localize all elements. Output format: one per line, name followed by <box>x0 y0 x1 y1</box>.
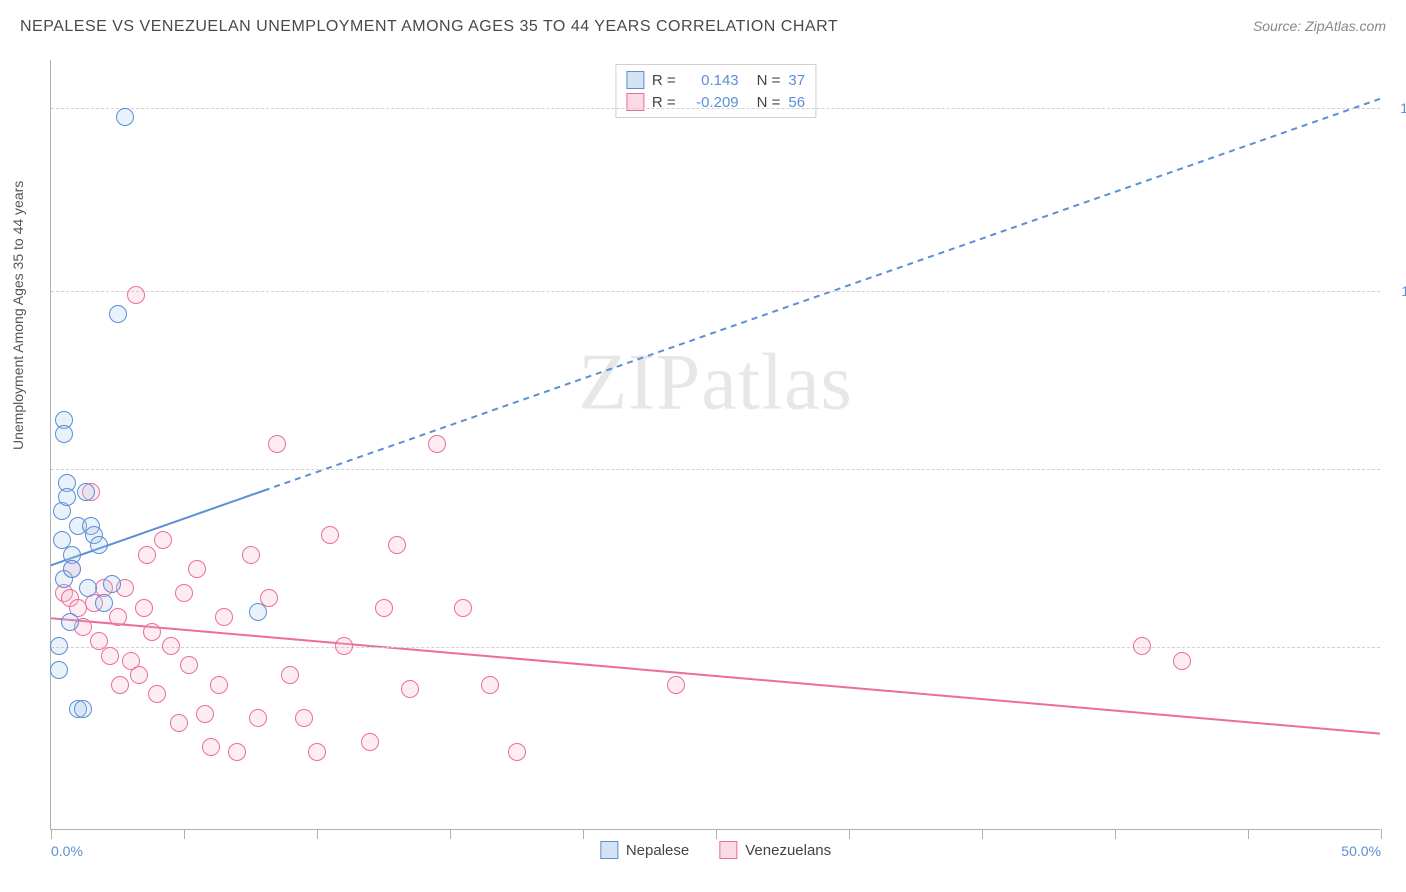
data-point <box>281 666 299 684</box>
data-point <box>180 656 198 674</box>
data-point <box>388 536 406 554</box>
x-tick <box>716 829 717 839</box>
x-tick <box>51 829 52 839</box>
data-point <box>249 709 267 727</box>
data-point <box>55 425 73 443</box>
data-point <box>361 733 379 751</box>
x-tick <box>583 829 584 839</box>
data-point <box>116 108 134 126</box>
data-point <box>215 608 233 626</box>
data-point <box>74 700 92 718</box>
data-point <box>268 435 286 453</box>
x-tick-label: 0.0% <box>51 843 83 859</box>
y-tick-label: 11.2% <box>1401 283 1406 299</box>
scatter-plot: ZIPatlas R = 0.143 N = 37 R = -0.209 N =… <box>50 60 1380 830</box>
data-point <box>79 579 97 597</box>
data-point <box>667 676 685 694</box>
data-point <box>58 488 76 506</box>
data-point <box>111 676 129 694</box>
data-point <box>90 536 108 554</box>
legend-row-venezuelans: R = -0.209 N = 56 <box>626 91 805 113</box>
data-point <box>196 705 214 723</box>
gridline <box>51 291 1380 292</box>
data-point <box>103 575 121 593</box>
x-tick <box>317 829 318 839</box>
gridline <box>51 647 1380 648</box>
x-tick <box>450 829 451 839</box>
data-point <box>242 546 260 564</box>
data-point <box>170 714 188 732</box>
data-point <box>401 680 419 698</box>
y-axis-label: Unemployment Among Ages 35 to 44 years <box>10 181 26 450</box>
swatch-icon <box>626 71 644 89</box>
n-value: 37 <box>788 72 805 89</box>
data-point <box>210 676 228 694</box>
x-tick-label: 50.0% <box>1341 843 1381 859</box>
data-point <box>249 603 267 621</box>
data-point <box>143 623 161 641</box>
data-point <box>95 594 113 612</box>
swatch-icon <box>600 841 618 859</box>
data-point <box>308 743 326 761</box>
x-tick <box>849 829 850 839</box>
data-point <box>138 546 156 564</box>
data-point <box>109 305 127 323</box>
x-tick <box>1381 829 1382 839</box>
data-point <box>61 613 79 631</box>
gridline <box>51 469 1380 470</box>
data-point <box>508 743 526 761</box>
chart-title: NEPALESE VS VENEZUELAN UNEMPLOYMENT AMON… <box>20 18 838 36</box>
legend-item-venezuelans: Venezuelans <box>719 841 831 859</box>
data-point <box>50 637 68 655</box>
x-tick <box>1248 829 1249 839</box>
trend-line-dashed <box>264 99 1380 491</box>
data-point <box>321 526 339 544</box>
gridline <box>51 108 1380 109</box>
data-point <box>428 435 446 453</box>
data-point <box>454 599 472 617</box>
data-point <box>63 560 81 578</box>
data-point <box>101 647 119 665</box>
data-point <box>481 676 499 694</box>
data-point <box>162 637 180 655</box>
x-tick <box>982 829 983 839</box>
legend-row-nepalese: R = 0.143 N = 37 <box>626 69 805 91</box>
data-point <box>77 483 95 501</box>
data-point <box>228 743 246 761</box>
data-point <box>50 661 68 679</box>
r-value: 0.143 <box>684 72 739 89</box>
data-point <box>148 685 166 703</box>
data-point <box>375 599 393 617</box>
data-point <box>154 531 172 549</box>
series-legend: Nepalese Venezuelans <box>600 841 831 859</box>
data-point <box>202 738 220 756</box>
data-point <box>1133 637 1151 655</box>
x-tick <box>184 829 185 839</box>
correlation-legend: R = 0.143 N = 37 R = -0.209 N = 56 <box>615 64 816 118</box>
data-point <box>175 584 193 602</box>
source-label: Source: ZipAtlas.com <box>1253 18 1386 34</box>
y-tick-label: 15.0% <box>1400 100 1406 116</box>
legend-item-nepalese: Nepalese <box>600 841 689 859</box>
data-point <box>130 666 148 684</box>
data-point <box>109 608 127 626</box>
data-point <box>127 286 145 304</box>
data-point <box>135 599 153 617</box>
watermark: ZIPatlas <box>578 337 853 428</box>
x-tick <box>1115 829 1116 839</box>
data-point <box>335 637 353 655</box>
data-point <box>295 709 313 727</box>
data-point <box>188 560 206 578</box>
data-point <box>1173 652 1191 670</box>
swatch-icon <box>719 841 737 859</box>
